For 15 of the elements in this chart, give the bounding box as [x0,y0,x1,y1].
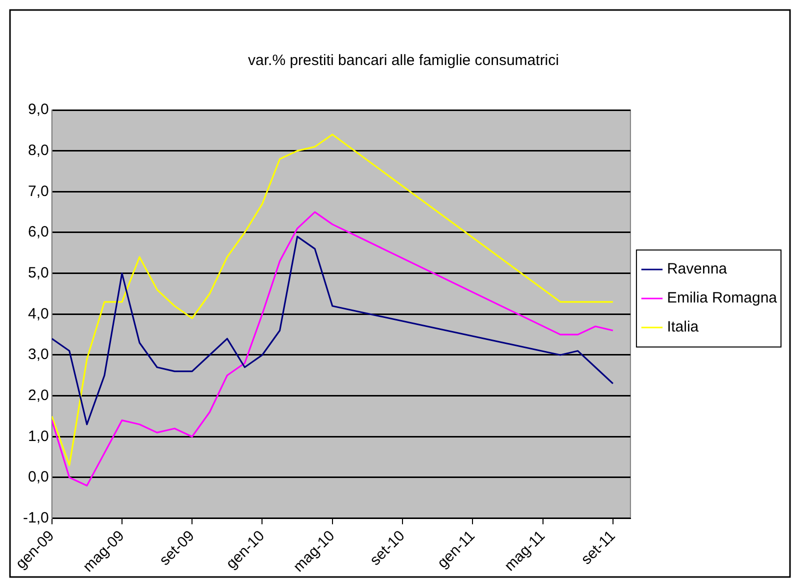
y-tick-label: -1,0 [22,509,49,526]
y-tick-label: 5,0 [28,264,49,282]
legend-label: Emilia Romagna [666,290,778,307]
legend-label: Ravenna [666,260,728,278]
y-tick-label: 0,0 [28,468,49,486]
y-tick-label: 7,0 [28,182,49,200]
legend-label: Italia [666,318,700,336]
y-tick-label: 4,0 [28,305,49,322]
y-tick-label: 9,0 [28,101,49,118]
y-tick-label: 2,0 [28,386,49,404]
y-tick-label: 3,0 [28,346,49,364]
y-tick-label: 8,0 [28,142,49,159]
chart-title: var.% prestiti bancari alle famiglie consumatrici [248,52,559,70]
y-tick-label: 1,0 [28,428,49,445]
y-tick-label: 6,0 [28,224,49,241]
